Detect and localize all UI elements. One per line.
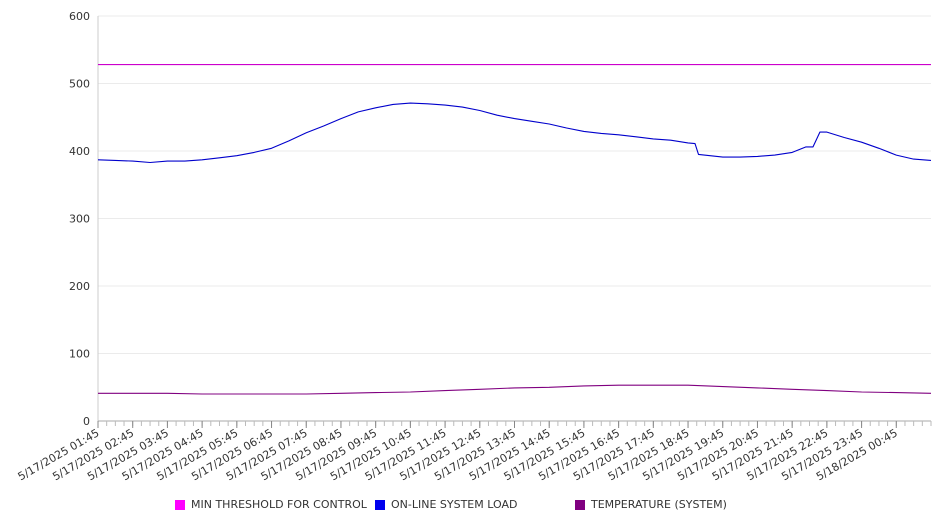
- axes: [97, 16, 932, 428]
- y-tick-label: 600: [69, 10, 90, 23]
- legend-item-system-load[interactable]: ON-LINE SYSTEM LOAD: [375, 498, 517, 511]
- legend-swatch: [375, 499, 385, 510]
- legend-label: ON-LINE SYSTEM LOAD: [391, 498, 518, 511]
- y-tick-label: 400: [69, 145, 90, 158]
- y-tick-label: 300: [69, 213, 90, 226]
- legend-item-temperature[interactable]: TEMPERATURE (SYSTEM): [575, 498, 727, 511]
- y-tick-label: 200: [69, 280, 90, 293]
- legend: MIN THRESHOLD FOR CONTROL ON-LINE SYSTEM…: [0, 498, 946, 516]
- series-line-2: [98, 384, 932, 395]
- legend-label: TEMPERATURE (SYSTEM): [591, 498, 727, 511]
- x-axis-ticks: 5/17/2025 01:455/17/2025 02:455/17/2025 …: [16, 426, 900, 483]
- legend-item-min-threshold[interactable]: MIN THRESHOLD FOR CONTROL: [175, 498, 367, 511]
- legend-label: MIN THRESHOLD FOR CONTROL: [191, 498, 367, 511]
- y-tick-label: 0: [83, 415, 90, 428]
- grid-lines: [98, 15, 931, 354]
- legend-swatch: [175, 499, 185, 510]
- series-line-1: [97, 102, 932, 164]
- y-tick-label: 500: [69, 78, 90, 91]
- legend-swatch: [575, 499, 585, 510]
- y-tick-label: 100: [69, 348, 90, 361]
- y-axis-ticks: 0 100 200 300 400 500 600: [69, 10, 90, 428]
- series-lines: [97, 64, 932, 395]
